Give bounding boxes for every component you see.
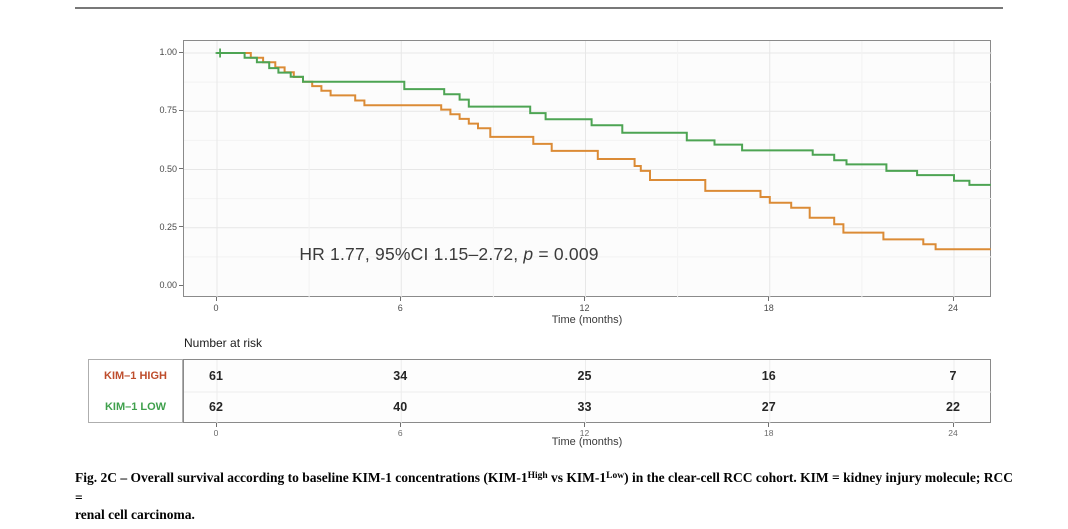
- risk-x-tick-label: 12: [579, 428, 590, 438]
- risk-count: 25: [577, 369, 592, 383]
- risk-count: 22: [946, 400, 960, 414]
- x-tick-mark: [584, 297, 585, 301]
- caption-superscript: High: [527, 470, 548, 481]
- figure-caption: Fig. 2C – Overall survival according to …: [75, 469, 1017, 523]
- risk-count: 16: [761, 369, 776, 383]
- risk-x-tick-label: 18: [764, 428, 774, 438]
- y-tick-label: 0.00: [159, 280, 177, 290]
- risk-count: 7: [949, 369, 957, 383]
- y-tick-mark: [179, 51, 183, 53]
- y-tick-label: 0.25: [159, 221, 177, 232]
- x-tick-label: 24: [947, 303, 959, 313]
- y-tick-mark: [179, 168, 183, 169]
- risk-count: 40: [393, 400, 408, 414]
- caption-superscript: Low: [606, 470, 625, 481]
- x-tick-mark: [215, 297, 217, 301]
- hr-annotation: HR 1.77, 95%CI 1.15–2.72, p = 0.009: [234, 244, 664, 265]
- hr-annotation-prefix: HR 1.77, 95%CI 1.15–2.72,: [299, 244, 524, 264]
- x-tick-label: 18: [763, 303, 774, 313]
- x-tick-mark: [952, 297, 954, 301]
- risk-row-label-low: KIM–1 LOW: [104, 400, 167, 413]
- y-tick-label: 0.50: [159, 163, 177, 174]
- x-tick-label: 12: [579, 303, 590, 313]
- risk-x-tick-mark: [584, 423, 585, 427]
- caption-text: Fig. 2C – Overall survival according to …: [75, 470, 528, 485]
- risk-label-box: KIM–1 HIGH KIM–1 LOW: [88, 359, 183, 423]
- y-tick-mark: [179, 109, 183, 111]
- caption-text: vs KIM-1: [547, 470, 607, 485]
- km-curves-svg: [184, 41, 992, 298]
- risk-x-tick-label: 6: [397, 428, 403, 438]
- y-tick-label: 1.00: [159, 47, 177, 57]
- y-tick-label: 0.75: [159, 105, 177, 116]
- x-tick-mark: [399, 297, 401, 301]
- x-tick-mark: [768, 297, 770, 301]
- caption-line-2: renal cell carcinoma.: [75, 507, 195, 522]
- risk-x-tick-mark: [399, 423, 401, 427]
- survival-curve-kim-1-low: [217, 52, 991, 186]
- page-top-rule: [75, 7, 1003, 9]
- risk-count: 34: [393, 369, 408, 383]
- hr-annotation-p: p: [523, 244, 534, 264]
- risk-table-panel: [183, 359, 992, 424]
- y-tick-mark: [179, 284, 183, 286]
- risk-x-tick-mark: [215, 423, 217, 427]
- risk-count: 33: [577, 400, 592, 414]
- x-tick-label: 0: [213, 303, 219, 313]
- risk-count: 27: [761, 400, 776, 414]
- risk-count: 62: [209, 400, 223, 414]
- risk-x-tick-label: 0: [213, 428, 219, 438]
- risk-row-label-high: KIM–1 HIGH: [104, 369, 167, 382]
- caption-text: ) in the clear-cell RCC cohort. KIM = ki…: [75, 470, 1013, 505]
- x-tick-label: 6: [397, 303, 403, 313]
- caption-line-1: Fig. 2C – Overall survival according to …: [75, 469, 1017, 506]
- risk-count: 61: [209, 369, 223, 383]
- km-plot-panel: HR 1.77, 95%CI 1.15–2.72, p = 0.009: [183, 40, 992, 298]
- risk-table-grid-svg: [184, 360, 992, 424]
- x-axis-title: Time (months): [551, 314, 623, 326]
- risk-x-tick-label: 24: [948, 428, 958, 438]
- risk-x-tick-mark: [768, 423, 770, 427]
- hr-annotation-suffix: = 0.009: [533, 244, 599, 264]
- risk-x-axis-title: Time (months): [551, 436, 623, 448]
- risk-x-tick-mark: [952, 423, 954, 427]
- number-at-risk-heading: Number at risk: [184, 336, 263, 350]
- y-tick-mark: [179, 226, 183, 228]
